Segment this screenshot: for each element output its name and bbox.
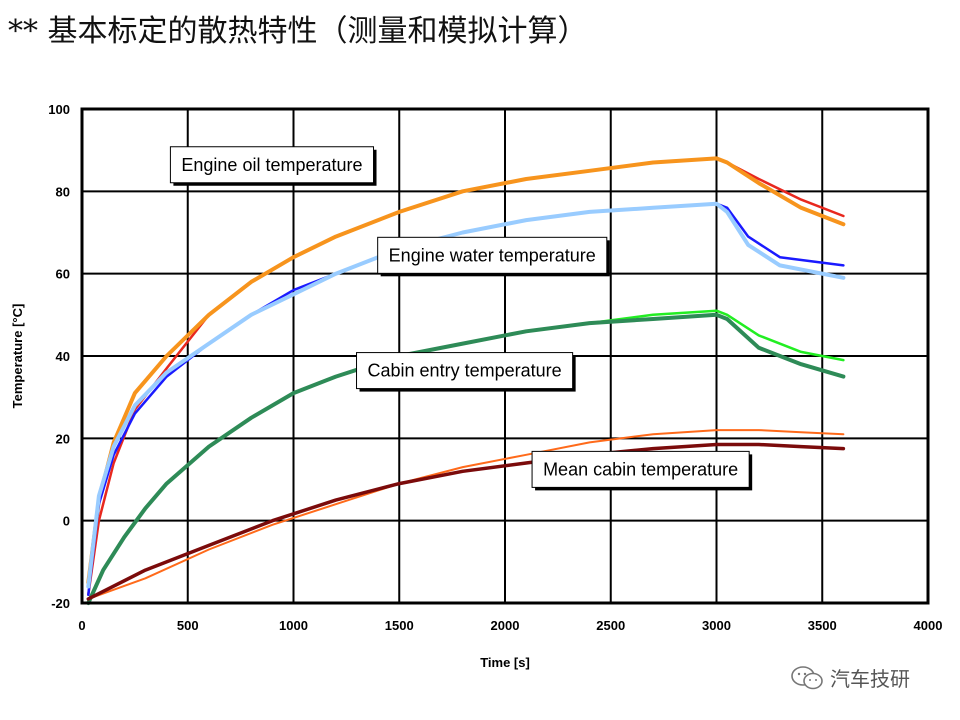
x-tick-label: 4000	[914, 618, 943, 633]
series-line-7	[87, 429, 845, 600]
callout-label: Engine water temperature	[389, 245, 596, 265]
y-tick-label: 40	[56, 349, 70, 364]
plot-frame	[80, 107, 930, 605]
x-tick-label: 3000	[702, 618, 731, 633]
chart-callouts: Engine oil temperature Engine water tempe…	[169, 146, 753, 491]
chart-ticks: 0 500 1000 1500 2000 2500 3000 3500 4000 -20 0 20 40…	[48, 102, 942, 633]
watermark-text: 汽车技研	[830, 667, 910, 691]
x-tick-label: 3500	[808, 618, 837, 633]
callout-3: Cabin entry temperature	[356, 352, 576, 392]
x-tick-label: 2000	[491, 618, 520, 633]
y-tick-label: 0	[63, 514, 70, 529]
y-tick-label: 60	[56, 267, 70, 282]
y-axis-label: Temperature [°C]	[10, 304, 25, 409]
y-tick-label: 80	[56, 184, 70, 199]
watermark: 汽车技研	[790, 663, 910, 692]
callout-4: Mean cabin temperature	[531, 450, 753, 491]
callout-label: Cabin entry temperature	[368, 361, 562, 381]
x-tick-label: 1000	[279, 618, 308, 633]
y-tick-label: 20	[56, 431, 70, 446]
y-tick-label: 100	[48, 102, 70, 117]
x-tick-label: 0	[78, 618, 85, 633]
slide-title: ** 基本标定的散热特性（测量和模拟计算）	[8, 14, 588, 49]
x-tick-label: 2500	[596, 618, 625, 633]
callout-label: Engine oil temperature	[181, 155, 362, 175]
callout-label: Mean cabin temperature	[543, 459, 738, 479]
series-line-8	[86, 442, 846, 601]
x-tick-label: 1500	[385, 618, 414, 633]
callout-2: Engine water temperature	[377, 236, 610, 277]
x-axis-label: Time [s]	[480, 655, 530, 670]
series-line-2	[86, 156, 846, 585]
callout-1: Engine oil temperature	[169, 146, 377, 186]
chat-bubbles-icon	[791, 665, 823, 689]
y-tick-label: -20	[51, 596, 70, 611]
x-tick-label: 500	[177, 618, 199, 633]
